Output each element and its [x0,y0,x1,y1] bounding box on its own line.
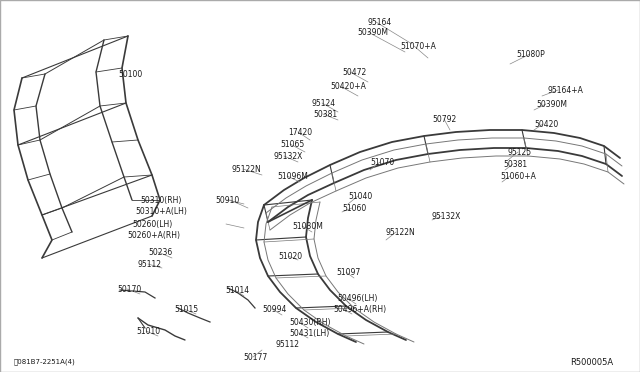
Text: 50792: 50792 [432,115,456,124]
Text: 50381: 50381 [313,110,337,119]
Text: 50260(LH): 50260(LH) [132,220,172,229]
Text: 51097: 51097 [336,268,360,277]
Text: 51040: 51040 [348,192,372,201]
Text: 95132X: 95132X [432,212,461,221]
Text: 50420: 50420 [534,120,558,129]
Text: 50496+A(RH): 50496+A(RH) [333,305,386,314]
Text: 51065: 51065 [280,140,304,149]
Text: 51010: 51010 [136,327,160,336]
Text: 95125: 95125 [508,148,532,157]
Text: 51020: 51020 [278,252,302,261]
Text: 50994: 50994 [262,305,286,314]
Text: 50496(LH): 50496(LH) [337,294,378,303]
Text: Ⓑ081B7-2251A(4): Ⓑ081B7-2251A(4) [14,358,76,365]
Text: 50177: 50177 [243,353,268,362]
Text: 95112: 95112 [276,340,300,349]
Text: 51060: 51060 [342,204,366,213]
Text: 51080P: 51080P [516,50,545,59]
Text: 95112: 95112 [138,260,162,269]
Text: 50910: 50910 [215,196,239,205]
Text: 95122N: 95122N [386,228,416,237]
Text: 51096M: 51096M [277,172,308,181]
Text: 50260+A(RH): 50260+A(RH) [127,231,180,240]
Text: 51014: 51014 [225,286,249,295]
Text: 50236: 50236 [148,248,172,257]
Text: 95124: 95124 [312,99,336,108]
Text: 50310+A(LH): 50310+A(LH) [135,207,187,216]
Text: 51015: 51015 [174,305,198,314]
Text: 51070: 51070 [370,158,394,167]
Text: 50390M: 50390M [357,28,388,37]
Text: 95164: 95164 [368,18,392,27]
Text: 50430(RH): 50430(RH) [289,318,330,327]
Text: 50390M: 50390M [536,100,567,109]
Text: 17420: 17420 [288,128,312,137]
Text: 50310(RH): 50310(RH) [140,196,181,205]
Text: 51030M: 51030M [292,222,323,231]
Text: 51070+A: 51070+A [400,42,436,51]
Text: 95164+A: 95164+A [548,86,584,95]
Text: 50472: 50472 [342,68,366,77]
Text: 50431(LH): 50431(LH) [289,329,329,338]
Text: 95132X: 95132X [274,152,303,161]
Text: 51060+A: 51060+A [500,172,536,181]
Text: 50381: 50381 [503,160,527,169]
Text: 50100: 50100 [118,70,142,79]
Text: R500005A: R500005A [570,358,613,367]
Text: 50170: 50170 [117,285,141,294]
Text: 50420+A: 50420+A [330,82,366,91]
Text: 95122N: 95122N [232,165,262,174]
